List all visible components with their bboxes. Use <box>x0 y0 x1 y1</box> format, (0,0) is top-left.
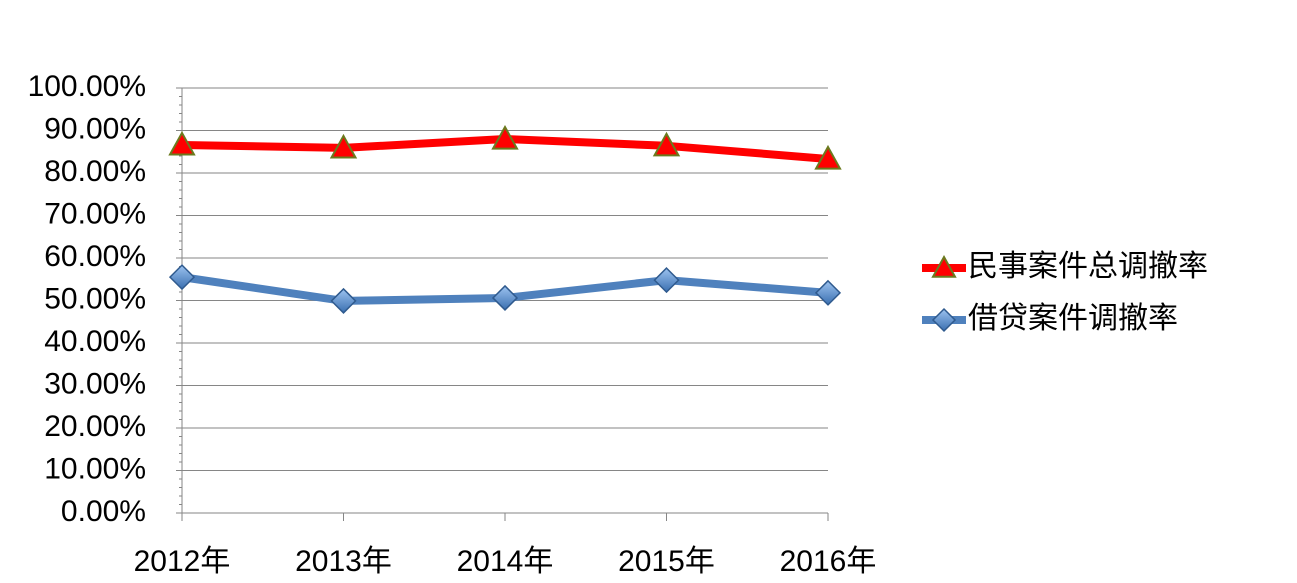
marker <box>931 307 957 333</box>
marker <box>931 254 957 278</box>
marker <box>168 130 196 156</box>
marker <box>652 131 681 157</box>
y-tick-label: 10.00% <box>44 452 146 485</box>
x-tick-label: 2016年 <box>780 545 877 578</box>
marker <box>330 287 357 314</box>
x-tick-label: 2012年 <box>134 545 231 578</box>
x-tick-label: 2014年 <box>457 545 554 578</box>
y-tick-label: 20.00% <box>44 410 146 443</box>
y-tick-label: 70.00% <box>44 197 146 230</box>
y-tick-label: 50.00% <box>44 282 146 315</box>
marker <box>653 267 680 294</box>
x-tick-label: 2015年 <box>618 545 715 578</box>
y-tick-label: 40.00% <box>44 325 146 358</box>
y-tick-label: 0.00% <box>61 495 146 528</box>
marker <box>491 284 519 312</box>
y-tick-label: 80.00% <box>44 155 146 188</box>
marker <box>168 264 196 291</box>
marker <box>814 144 842 170</box>
legend-label: 民事案件总调撤率 <box>968 250 1208 283</box>
y-tick-label: 60.00% <box>44 240 146 273</box>
x-tick-label: 2013年 <box>295 545 392 578</box>
legend-label: 借贷案件调撤率 <box>968 302 1178 335</box>
marker <box>814 279 842 306</box>
marker <box>329 133 358 159</box>
y-tick-label: 100.00% <box>28 70 146 103</box>
marker <box>491 124 519 150</box>
y-tick-label: 90.00% <box>44 112 146 145</box>
y-tick-label: 30.00% <box>44 367 146 400</box>
